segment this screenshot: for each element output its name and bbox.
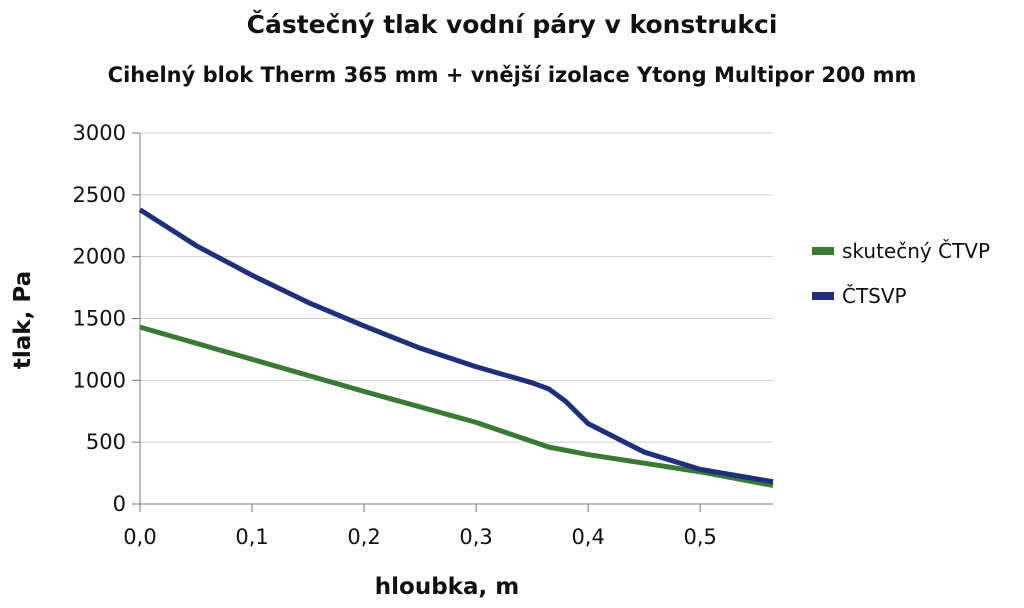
- x-tick-label: 0,1: [235, 525, 268, 549]
- chart-title: Částečný tlak vodní páry v konstrukci: [247, 9, 778, 39]
- y-tick-label: 3000: [73, 121, 126, 145]
- y-tick-label: 1500: [73, 307, 126, 331]
- x-tick-labels: 0,0 0,1 0,2 0,3 0,4 0,5: [123, 525, 717, 549]
- series-line-2: [138, 207, 774, 485]
- x-tick-label: 0,0: [123, 525, 156, 549]
- x-tick-label: 0,4: [571, 525, 604, 549]
- legend: skutečný ČTVP ČTSVP: [812, 239, 990, 308]
- y-tick-label: 500: [86, 430, 126, 454]
- chart-subtitle: Cihelný blok Therm 365 mm + vnější izola…: [108, 63, 917, 87]
- y-axis-title: tlak, Pa: [10, 271, 36, 369]
- gridlines: [132, 132, 773, 505]
- y-tick-label: 1000: [73, 368, 126, 392]
- series-line-1: [139, 324, 774, 488]
- legend-label: skutečný ČTVP: [842, 239, 990, 263]
- x-tick-label: 0,3: [459, 525, 492, 549]
- x-axis-title: hloubka, m: [375, 574, 519, 600]
- y-tick-label: 2500: [73, 183, 126, 207]
- x-tick-label: 0,5: [683, 525, 716, 549]
- y-tick-label: 0: [113, 492, 126, 516]
- x-tick-label: 0,2: [347, 525, 380, 549]
- legend-label: ČTSVP: [842, 284, 907, 308]
- axes: [139, 133, 773, 512]
- legend-swatch: [812, 247, 834, 255]
- y-tick-labels: 0 500 1000 1500 2000 2500 3000: [73, 121, 126, 516]
- y-tick-label: 2000: [73, 245, 126, 269]
- series-lines: [138, 207, 774, 488]
- legend-swatch: [812, 292, 834, 300]
